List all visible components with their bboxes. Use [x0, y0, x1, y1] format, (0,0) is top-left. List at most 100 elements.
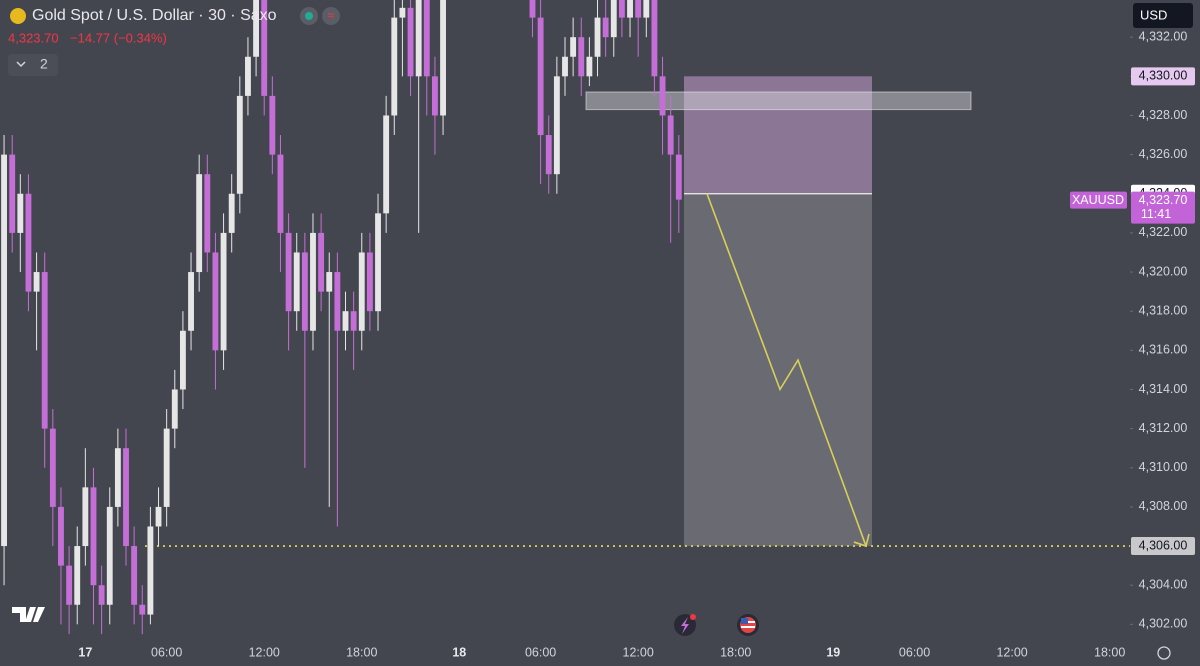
candle-body: [553, 76, 560, 175]
candle-body: [651, 0, 658, 77]
x-tick-label: 18: [452, 645, 466, 659]
candle-body: [106, 506, 113, 605]
candle-body: [98, 585, 105, 605]
flag-canton: [741, 618, 748, 624]
zone: [585, 91, 972, 111]
candle-body: [33, 272, 40, 292]
candle-body: [326, 272, 333, 292]
candle-body: [667, 115, 674, 155]
currency-button[interactable]: [1133, 3, 1193, 28]
candle-body: [17, 193, 24, 233]
candle-body: [277, 154, 284, 233]
candle-body: [171, 389, 178, 429]
symbol-tag: [1070, 191, 1127, 209]
candle-body: [358, 252, 365, 331]
y-tick-label: 4,328.00: [1139, 108, 1188, 122]
candle-body: [310, 232, 316, 331]
projection-path: [706, 193, 867, 547]
x-tick-label: 19: [826, 645, 840, 659]
candle-body: [253, 0, 260, 57]
candle-body: [41, 272, 48, 429]
candle-body: [212, 252, 219, 351]
indicator-toggle[interactable]: [8, 54, 58, 76]
plot-area: [1, 0, 1130, 635]
y-tick-label: 4,326.00: [1139, 147, 1188, 161]
candle-body: [155, 506, 162, 527]
y-tick-label: 4,308.00: [1139, 499, 1188, 513]
candle-body: [196, 174, 203, 273]
candle-body: [423, 0, 430, 77]
x-tick-label: 18:00: [720, 645, 751, 659]
candle-body: [375, 213, 381, 312]
x-tick-label: 12:00: [249, 645, 280, 659]
y-tick-label: 4,302.00: [1139, 617, 1188, 631]
y-tick-label: 4,320.00: [1139, 264, 1188, 278]
candle-body: [675, 154, 682, 200]
candle-body: [529, 0, 536, 18]
brand-logo: [12, 607, 45, 622]
x-tick-label: 17: [78, 645, 92, 659]
settings-icon[interactable]: [1157, 646, 1171, 660]
flag-stripe: [741, 626, 755, 628]
price-change: −14.77 (−0.34%): [70, 30, 167, 45]
x-tick-label: 12:00: [623, 645, 654, 659]
price-tag-label: 4,306.00: [1139, 538, 1188, 552]
projection-arrowhead: [853, 533, 870, 548]
candle-body: [163, 428, 170, 507]
candle-body: [610, 0, 617, 38]
candle-body: [269, 95, 276, 155]
candle-body: [66, 565, 73, 605]
candle-body: [602, 17, 609, 38]
candle-body: [407, 7, 414, 77]
candle-body: [586, 56, 593, 77]
symbol-logo: [10, 8, 26, 24]
candle-body: [82, 487, 89, 547]
candle-body: [432, 76, 438, 116]
overlay: Gold Spot / U.S. Dollar · 30 · Saxo ≈ 4,…: [8, 3, 1193, 660]
y-tick-label: 4,312.00: [1139, 421, 1188, 435]
last-price-header: 4,323.70: [8, 30, 59, 45]
y-tick-label: 4,314.00: [1139, 382, 1188, 396]
candle-body: [545, 135, 552, 175]
candle-body: [285, 232, 292, 312]
candle-body: [25, 193, 32, 292]
price-tag: [1131, 67, 1195, 86]
status-glyph: ≈: [327, 7, 334, 22]
candle-body: [90, 487, 97, 586]
candle-body: [245, 56, 251, 96]
candle-body: [643, 0, 650, 18]
x-tick-label: 18:00: [346, 645, 377, 659]
candle-body: [399, 7, 406, 18]
candle-body: [139, 604, 146, 615]
last-price-label: 4,323.70: [1139, 193, 1188, 207]
candle-body: [293, 252, 300, 312]
candle-body: [570, 37, 577, 57]
candle-body: [627, 0, 633, 18]
candle-body: [147, 526, 154, 615]
chevron: [16, 61, 26, 68]
target-area: [684, 193, 872, 547]
countdown: 11:41: [1141, 207, 1171, 221]
candle-body: [204, 174, 211, 253]
candle-body: [301, 252, 308, 331]
x-tick-label: 12:00: [996, 645, 1027, 659]
candle-body: [123, 448, 129, 547]
candle-body: [383, 115, 390, 214]
stop-area: [684, 76, 872, 194]
candle-body: [391, 17, 398, 116]
currency: USD: [1140, 7, 1167, 22]
candle-body: [440, 0, 446, 116]
candle-body: [114, 448, 121, 507]
candle-body: [578, 37, 585, 77]
candle-body: [1, 154, 7, 547]
chart-title: Gold Spot / U.S. Dollar · 30 · Saxo: [32, 7, 277, 24]
x-tick-label: 06:00: [899, 645, 930, 659]
candle-body: [220, 232, 227, 351]
candle-body: [562, 56, 568, 77]
indicator-count: 2: [40, 56, 48, 72]
candle-body: [318, 232, 325, 292]
candle-body: [9, 154, 16, 233]
candle-body: [228, 193, 235, 233]
